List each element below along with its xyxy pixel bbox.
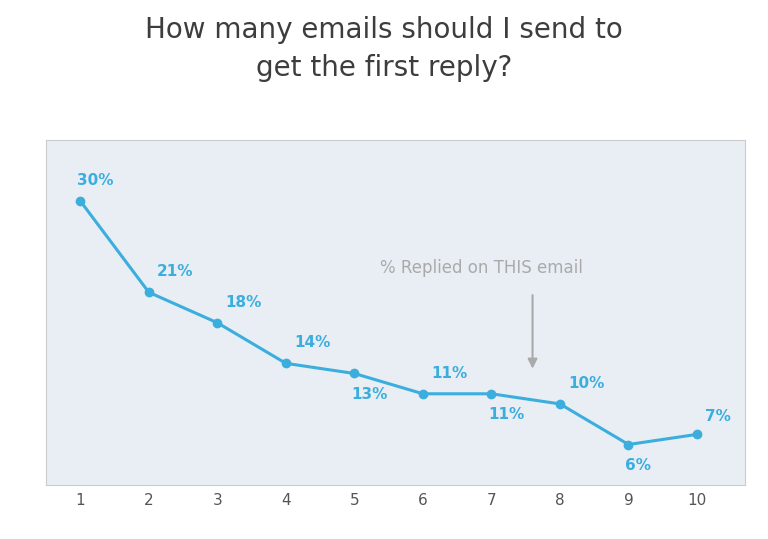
Text: 14%: 14% xyxy=(294,335,330,350)
Text: 21%: 21% xyxy=(157,264,194,279)
Text: 7%: 7% xyxy=(705,409,731,424)
Text: 11%: 11% xyxy=(488,407,525,422)
Text: 10%: 10% xyxy=(568,376,604,391)
Text: 30%: 30% xyxy=(77,173,114,188)
Text: 6%: 6% xyxy=(625,458,651,473)
Text: 18%: 18% xyxy=(226,295,262,309)
Text: How many emails should I send to
get the first reply?: How many emails should I send to get the… xyxy=(145,16,623,82)
Text: 11%: 11% xyxy=(431,365,468,381)
Text: % Replied on THIS email: % Replied on THIS email xyxy=(379,259,583,277)
Text: 13%: 13% xyxy=(351,387,387,402)
